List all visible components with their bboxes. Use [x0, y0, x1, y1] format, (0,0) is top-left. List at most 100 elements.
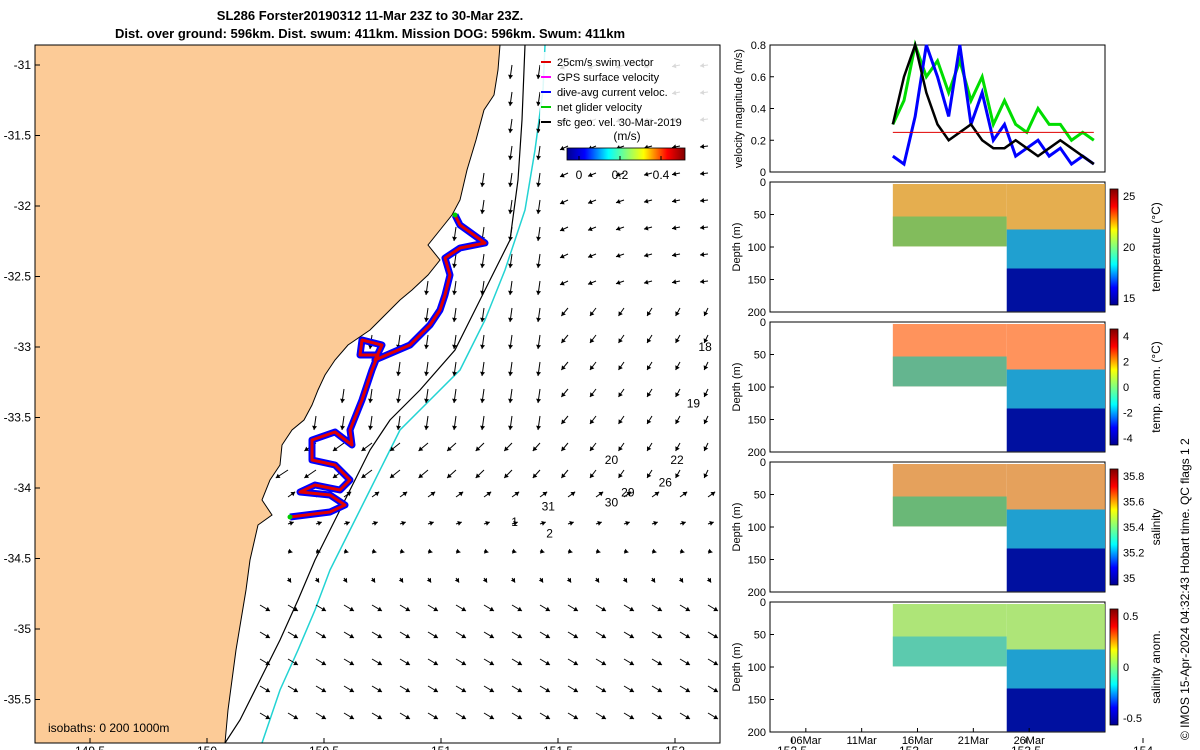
isobaths-label: isobaths: 0 200 1000m: [48, 721, 169, 735]
lon-tick-label: 153.5: [1011, 744, 1041, 750]
map-frame: [34, 44, 721, 744]
day-label: 29: [621, 485, 635, 499]
land-area: [35, 45, 501, 743]
chart-title-line1: SL286 Forster20190312 11-Mar 23Z to 30-M…: [216, 8, 524, 23]
speed-colorbar-ticks: 0 0.2 0.4: [576, 156, 670, 182]
depth-tick: 50: [754, 210, 766, 222]
sal_anom-colorbar: [1109, 608, 1119, 726]
day-label: 22: [670, 453, 684, 467]
day-label: 1: [511, 515, 518, 529]
speed-colorbar: [566, 147, 686, 161]
cbar-tick: 25: [1123, 191, 1135, 203]
depth-ylabel: Depth (m): [731, 223, 743, 272]
temperature-cbar-label: temperature (°C): [1149, 202, 1163, 292]
lat-tick-label: -31: [14, 58, 32, 72]
lat-tick-label: -32: [14, 199, 32, 213]
sal_anom-cbar-label: salinity anom.: [1149, 630, 1163, 703]
depth-tick: 200: [748, 727, 766, 739]
velocity-series-line: [891, 44, 1095, 167]
legend-entry: dive-avg current veloc.: [557, 87, 668, 99]
temperature-colorbar: [1109, 188, 1119, 306]
cbar-tick: -2: [1123, 408, 1133, 420]
colorbar-tick: 0.4: [653, 168, 670, 182]
velocity-tick: 0.6: [751, 72, 766, 84]
cbar-tick: 35.4: [1123, 522, 1144, 534]
lat-tick-label: -34: [14, 481, 32, 495]
temp_anom-colorbar: [1109, 328, 1119, 446]
isobath-200m: [224, 45, 526, 743]
lat-tick-label: -31.5: [4, 129, 32, 143]
date-tick: 21Mar: [958, 735, 990, 747]
cbar-tick: 35: [1123, 573, 1135, 585]
legend-entry: 25cm/s swim vector: [557, 57, 654, 69]
depth-tick: 0: [760, 597, 766, 609]
legend-entry: GPS surface velocity: [557, 72, 660, 84]
day-label: 30: [605, 495, 619, 509]
cbar-tick: 0: [1123, 662, 1129, 674]
lon-tick-label: 149.5: [75, 744, 105, 750]
lat-tick-label: -32.5: [4, 270, 32, 284]
isobath-1000m: [261, 45, 546, 743]
day-label: 19: [687, 397, 701, 411]
velocity-tick: 0.2: [751, 135, 766, 147]
lon-tick-label: 150: [197, 744, 217, 750]
cbar-tick: -0.5: [1123, 713, 1142, 725]
depth-tick: 150: [748, 415, 766, 427]
depth-tick: 200: [748, 447, 766, 459]
lon-tick-label: 150.5: [309, 744, 339, 750]
velocity-series-line: [891, 39, 1095, 143]
depth-tick: 50: [754, 350, 766, 362]
cbar-tick: 35.6: [1123, 497, 1144, 509]
cbar-tick: 35.2: [1123, 548, 1144, 560]
chart-title-line2: Dist. over ground: 596km. Dist. swum: 41…: [114, 26, 626, 41]
cbar-tick: 20: [1123, 242, 1135, 254]
colorbar-tick: 0.2: [612, 168, 629, 182]
lon-tick-label: 152.5: [777, 744, 807, 750]
date-tick: 26Mar: [1014, 735, 1046, 747]
depth-tick: 150: [748, 555, 766, 567]
depth-tick: 50: [754, 630, 766, 642]
glider-track: [287, 212, 489, 521]
velocity-panel: [769, 44, 1106, 173]
map-legend: 25cm/s swim vector GPS surface velocity di…: [540, 52, 710, 134]
velocity-tick: 0: [760, 167, 766, 179]
day-label: 26: [659, 476, 673, 490]
day-label: 2: [546, 526, 553, 540]
date-tick: 16Mar: [902, 735, 934, 747]
day-label: 31: [542, 500, 556, 514]
cbar-tick: 35.8: [1123, 471, 1144, 483]
depth-tick: 50: [754, 490, 766, 502]
lon-tick-label: 152: [665, 744, 685, 750]
lon-tick-label: 153: [899, 744, 919, 750]
colorbar-tick: 0: [576, 168, 583, 182]
salinity-colorbar: [1109, 468, 1119, 586]
depth-tick: 100: [748, 662, 766, 674]
depth-tick: 0: [760, 177, 766, 189]
cbar-tick: 15: [1123, 293, 1135, 305]
lon-tick-label: 154: [1133, 744, 1153, 750]
colorbar-label: (m/s): [613, 129, 640, 143]
time-series-panels: 0 0.2 0.4 0.6 0.8 velocity magnitude (m/s) 0 50…: [731, 39, 1163, 747]
day-label: 18: [698, 340, 712, 354]
cbar-tick: 0: [1123, 382, 1129, 394]
legend-entry: sfc geo. vel. 30-Mar-2019: [557, 117, 682, 129]
lat-tick-label: -33.5: [4, 411, 32, 425]
temp_anom-cbar-label: temp. anom. (°C): [1149, 341, 1163, 433]
legend-entry: net glider velocity: [557, 102, 642, 114]
depth-tick: 100: [748, 242, 766, 254]
depth-ylabel: Depth (m): [731, 363, 743, 412]
depth-tick: 200: [748, 307, 766, 319]
cbar-tick: 4: [1123, 331, 1129, 343]
longitude-ticks: 149.5 150 150.5 151 151.5 152 152.5 153 153.5 154…: [75, 738, 1153, 750]
depth-tick: 200: [748, 587, 766, 599]
cbar-tick: 2: [1123, 357, 1129, 369]
day-labels: 12121314151618192022262930314h: [511, 340, 712, 540]
depth-tick: 0: [760, 317, 766, 329]
lat-tick-label: -34.5: [4, 552, 32, 566]
depth-ylabel: Depth (m): [731, 503, 743, 552]
day-label: 20: [605, 453, 619, 467]
date-tick: 11Mar: [846, 735, 877, 747]
date-tick: 06Mar: [790, 735, 822, 747]
imos-credit: © IMOS 15-Apr-2024 04:32:43 Hobart time.…: [1178, 438, 1192, 740]
